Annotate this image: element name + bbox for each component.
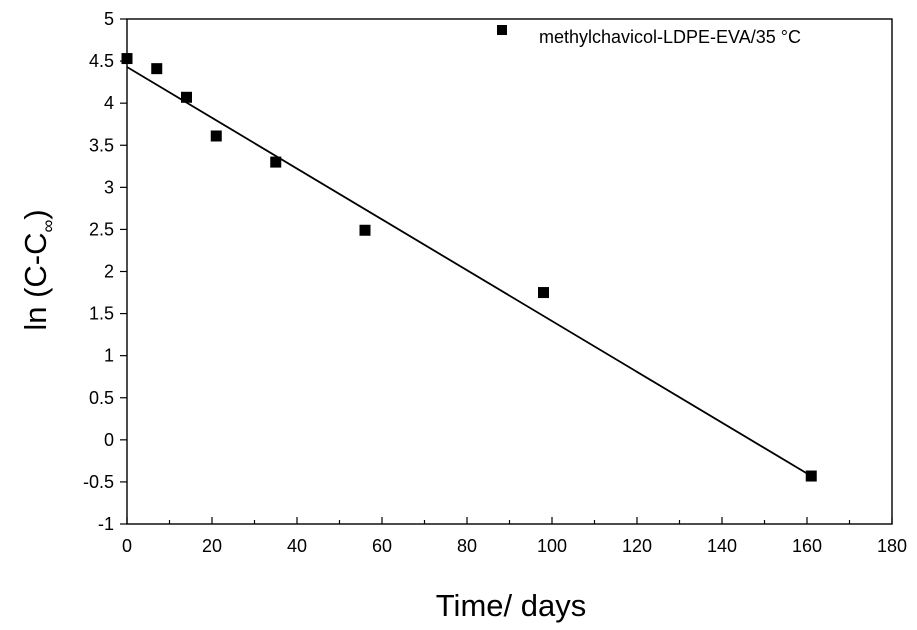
y-axis-title-close: ) — [18, 209, 53, 219]
x-tick-label: 60 — [372, 536, 392, 556]
x-tick-label: 20 — [202, 536, 222, 556]
x-tick-label: 40 — [287, 536, 307, 556]
y-tick-label: 4.5 — [89, 51, 114, 71]
y-tick-label: -1 — [98, 514, 114, 534]
x-tick-label: 80 — [457, 536, 477, 556]
x-tick-label: 0 — [122, 536, 132, 556]
y-tick-label: -0.5 — [83, 472, 114, 492]
y-axis-title-subscript: ∞ — [38, 220, 58, 233]
y-tick-label: 0 — [104, 430, 114, 450]
y-axis-ticks: -1 -0.5 0 0.5 1 1.5 2 2.5 3 3.5 4 4.5 5 — [83, 9, 127, 534]
y-tick-label: 0.5 — [89, 388, 114, 408]
x-tick-label: 120 — [622, 536, 652, 556]
data-point — [181, 91, 192, 103]
x-tick-label: 100 — [537, 536, 567, 556]
y-tick-label: 2 — [104, 262, 114, 282]
x-axis-title: Time/ days — [436, 588, 586, 623]
y-tick-label: 1 — [104, 346, 114, 366]
data-point — [210, 130, 222, 142]
data-point — [151, 63, 163, 75]
y-tick-label: 5 — [104, 9, 114, 29]
data-point — [805, 470, 817, 482]
y-tick-label: 3.5 — [89, 135, 114, 155]
x-tick-label: 160 — [792, 536, 822, 556]
y-axis-title-main: ln (C-C — [18, 233, 53, 331]
data-point — [121, 53, 133, 65]
x-axis-ticks: 0 20 40 60 80 100 120 140 160 180 — [122, 517, 907, 556]
y-tick-label: 1.5 — [89, 304, 114, 324]
plot-frame — [126, 18, 893, 525]
y-axis-title: ln (C-C∞) — [18, 209, 58, 330]
fit-line-group — [126, 66, 812, 477]
data-points — [121, 53, 817, 482]
legend-label: methylchavicol-LDPE-EVA/35 °C — [539, 27, 801, 47]
fit-line — [126, 66, 812, 477]
y-tick-label: 2.5 — [89, 219, 114, 239]
legend-marker — [497, 25, 507, 35]
y-tick-label: 3 — [104, 177, 114, 197]
y-tick-label: 4 — [104, 93, 114, 113]
data-point — [538, 287, 549, 299]
x-tick-label: 180 — [877, 536, 907, 556]
data-point — [359, 224, 371, 236]
data-point — [270, 156, 282, 168]
x-tick-label: 140 — [707, 536, 737, 556]
legend: methylchavicol-LDPE-EVA/35 °C — [497, 25, 801, 47]
